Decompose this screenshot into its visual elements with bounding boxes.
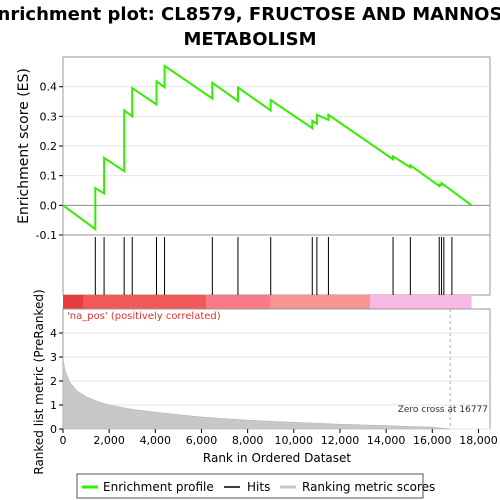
x-tick-label: 14,000 (367, 434, 406, 447)
hits-markers (94, 237, 453, 295)
legend-metric-label: Ranking metric scores (302, 480, 435, 494)
x-tick-label: 8,000 (232, 434, 264, 447)
es-y-ticks: -0.1 0.0 0.1 0.2 0.3 0.4 (36, 81, 63, 242)
x-tick-label: 0 (60, 434, 67, 447)
y-axis-label-es: Enrichment score (ES) (16, 68, 32, 224)
x-axis-label: Rank in Ordered Dataset (203, 451, 351, 465)
metric-panel-frame (62, 308, 491, 430)
positive-correlation-label: 'na_pos' (positively correlated) (67, 311, 221, 322)
x-tick-label: 10,000 (275, 434, 314, 447)
heat-segment (206, 295, 271, 309)
es-tick-label: 0.0 (40, 199, 58, 212)
x-tick-label: 2,000 (93, 434, 125, 447)
chart-title-line1: Enrichment plot: CL8579, FRUCTOSE AND MA… (0, 4, 500, 25)
es-tick-label: 0.4 (40, 81, 58, 94)
metric-tick-label: 1 (50, 399, 57, 412)
x-tick-label: 12,000 (321, 434, 360, 447)
x-ticks: 0 2,000 4,000 6,000 8,000 10,000 12,000 14,000 1… (60, 429, 498, 447)
enrichment-profile-line (62, 64, 473, 232)
x-tick-label: 18,000 (459, 434, 498, 447)
es-tick-label: -0.1 (36, 229, 57, 242)
metric-tick-label: 2 (50, 375, 57, 388)
heat-segment (83, 295, 207, 309)
heat-segment (369, 295, 472, 309)
zero-cross-label: Zero cross at 16777 (398, 405, 488, 415)
heat-segment (63, 295, 84, 309)
es-tick-label: 0.3 (40, 110, 58, 123)
heat-segment (270, 295, 370, 309)
x-tick-label: 6,000 (186, 434, 218, 447)
metric-tick-label: 3 (50, 351, 57, 364)
hits-panel-frame (62, 234, 491, 296)
metric-y-ticks: 0 1 2 3 4 (50, 327, 63, 436)
ranking-heat-bar (63, 295, 472, 309)
legend-hits-label: Hits (247, 480, 270, 494)
metric-tick-label: 0 (50, 423, 57, 436)
metric-tick-label: 4 (50, 327, 57, 340)
legend-enrichment-label: Enrichment profile (103, 480, 214, 494)
ranking-metric-area (62, 359, 451, 430)
es-tick-label: 0.2 (40, 140, 58, 153)
es-tick-label: 0.1 (40, 170, 58, 183)
legend-box (76, 473, 424, 499)
chart-title-line2: METABOLISM (183, 29, 316, 50)
x-tick-label: 16,000 (413, 434, 452, 447)
y-axis-label-metric: Ranked list metric (PreRanked) (32, 289, 46, 474)
x-tick-label: 4,000 (140, 434, 172, 447)
